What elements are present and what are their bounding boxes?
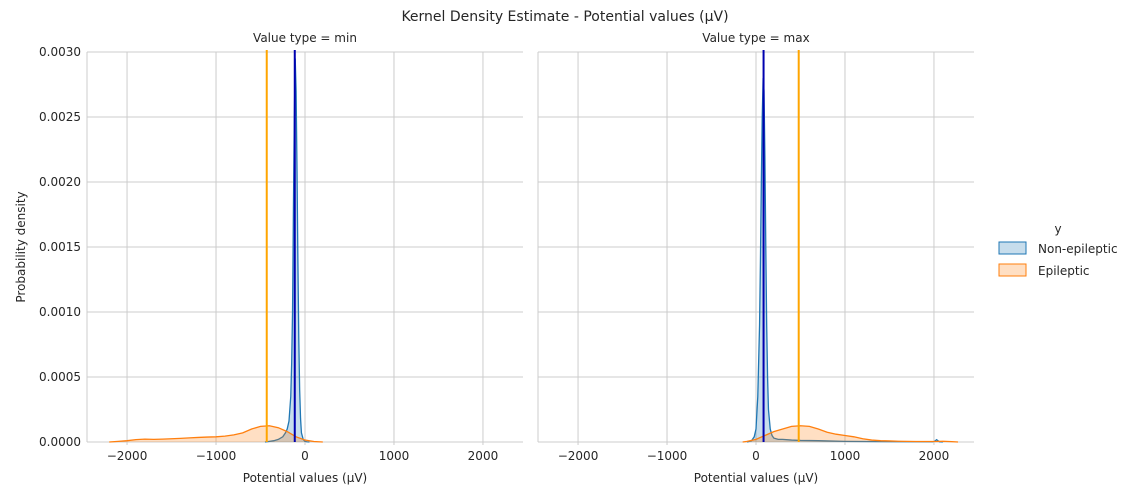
facet-panel-2: Value type = max −2000 −1000 0 1000 2000 Poten… xyxy=(537,31,974,485)
y-tick-label-3: 0.0015 xyxy=(39,240,81,254)
y-tick-label-4: 0.0020 xyxy=(39,175,81,189)
facet-title-2: Value type = max xyxy=(702,31,809,45)
y-axis-label: Probability density xyxy=(14,191,28,302)
facet-panels: Value type = min −2000 −1000 0 1000 2000 Poten… xyxy=(39,31,974,485)
x-tick-label-1-3: 1000 xyxy=(379,449,410,463)
density-line-epileptic-1 xyxy=(109,425,323,443)
density-area-epileptic-1 xyxy=(109,425,323,442)
legend-title: y xyxy=(1054,222,1061,236)
x-axis-label-1: Potential values (µV) xyxy=(243,471,367,485)
x-tick-label-2-3: 1000 xyxy=(830,449,861,463)
legend-swatch-non-epileptic xyxy=(998,241,1027,255)
y-tick-label-5: 0.0025 xyxy=(39,110,81,124)
x-tick-label-2-1: −1000 xyxy=(647,449,688,463)
x-tick-label-1-4: 2000 xyxy=(468,449,499,463)
x-tick-label-1-2: 0 xyxy=(301,449,309,463)
legend-label-non-epileptic: Non-epileptic xyxy=(1038,242,1118,256)
density-line-non-epileptic-1 xyxy=(264,58,310,443)
y-tick-label-2: 0.0010 xyxy=(39,305,81,319)
legend-swatch-epileptic xyxy=(998,263,1027,277)
legend: y Non-epileptic Epileptic xyxy=(998,222,1118,278)
x-tick-label-2-0: −2000 xyxy=(558,449,599,463)
x-tick-label-2-2: 0 xyxy=(752,449,760,463)
x-tick-label-2-4: 2000 xyxy=(919,449,950,463)
legend-label-epileptic: Epileptic xyxy=(1038,264,1090,278)
x-tick-label-1-1: −1000 xyxy=(196,449,237,463)
density-area-epileptic-2 xyxy=(742,425,958,442)
density-area-non-epileptic-2 xyxy=(747,78,943,442)
x-axis-label-2: Potential values (µV) xyxy=(694,471,818,485)
y-tick-label-1: 0.0005 xyxy=(39,370,81,384)
y-tick-label-0: 0.0000 xyxy=(39,435,81,449)
density-area-non-epileptic-1 xyxy=(264,58,310,442)
density-line-epileptic-2 xyxy=(742,425,959,443)
facet-panel-1: Value type = min −2000 −1000 0 1000 2000 Poten… xyxy=(39,31,523,485)
x-tick-label-1-0: −2000 xyxy=(107,449,148,463)
y-tick-label-6: 0.0030 xyxy=(39,45,81,59)
chart-title: Kernel Density Estimate - Potential valu… xyxy=(401,9,728,25)
density-line-non-epileptic-2 xyxy=(746,77,943,443)
facet-title-1: Value type = min xyxy=(253,31,357,45)
